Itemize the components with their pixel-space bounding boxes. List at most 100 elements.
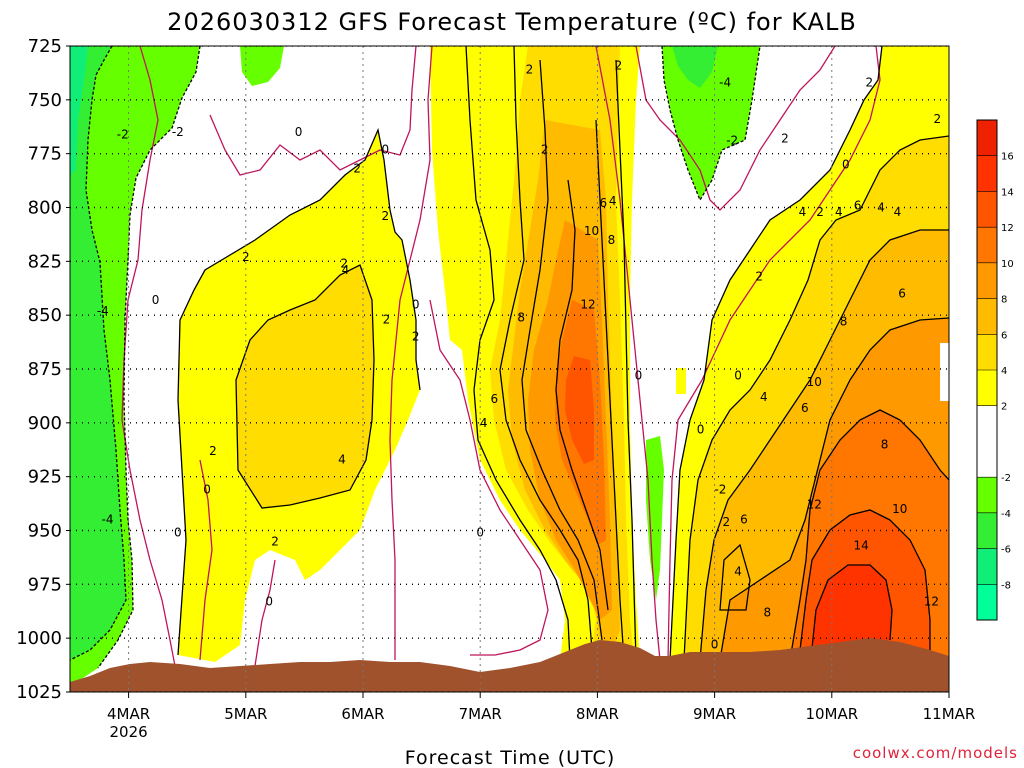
contour-label-25: 6 bbox=[740, 513, 748, 527]
contour-label-42: 4 bbox=[480, 416, 488, 430]
contour-label-37: 0 bbox=[697, 422, 705, 436]
colorbar-bin-3 bbox=[977, 477, 997, 513]
contour-label-15: 6 bbox=[898, 287, 906, 301]
contour-label-43: 0 bbox=[476, 526, 484, 540]
contour-label-45: 2 bbox=[412, 330, 420, 344]
contour-label-40: 2 bbox=[526, 63, 534, 77]
contour-label-1: 14 bbox=[853, 539, 868, 553]
contour-label-54: 4 bbox=[338, 452, 346, 466]
colorbar-bin-2 bbox=[977, 512, 997, 549]
zero-isotherm bbox=[429, 299, 549, 656]
warm-region-late-14 bbox=[812, 565, 892, 648]
x-tick-label-0: 4MAR bbox=[107, 705, 150, 723]
terrain bbox=[70, 638, 949, 692]
contour-label-32: -4 bbox=[719, 76, 731, 90]
y-tick-label-9: 950 bbox=[28, 521, 62, 542]
contour-label-39: 2 bbox=[615, 58, 623, 72]
contour-label-46: 0 bbox=[412, 297, 420, 311]
chart-title: 2026030312 GFS Forecast Temperature (ºC)… bbox=[167, 8, 857, 36]
colorbar-bin-7 bbox=[977, 298, 997, 335]
credit-text: coolwx.com/models bbox=[853, 744, 1018, 762]
cold-spot-late bbox=[940, 343, 949, 401]
isotherm bbox=[719, 543, 751, 611]
warm-spot-late bbox=[676, 368, 686, 394]
contour-lines bbox=[70, 46, 949, 669]
contour-label-57: 0 bbox=[174, 526, 182, 540]
contour-label-26: 4 bbox=[734, 564, 742, 578]
contour-label-35: 0 bbox=[711, 638, 719, 652]
contour-label-19: 4 bbox=[835, 205, 843, 219]
colorbar-label-2: 12 bbox=[1001, 223, 1014, 234]
contour-label-55: 2 bbox=[209, 444, 217, 458]
contour-label-2: 8 bbox=[517, 310, 525, 324]
zero-isotherm bbox=[667, 46, 881, 661]
x-tick-sublabel-0: 2026 bbox=[110, 723, 148, 741]
y-tick-label-3: 800 bbox=[28, 198, 62, 219]
contour-label-29: 2 bbox=[933, 112, 941, 126]
colorbar-label-3: 10 bbox=[1001, 259, 1014, 270]
zero-isotherm bbox=[199, 459, 213, 661]
isotherm bbox=[235, 264, 375, 509]
y-tick-label-7: 900 bbox=[28, 413, 62, 434]
y-tick-label-6: 875 bbox=[28, 359, 62, 380]
contour-label-0: 12 bbox=[580, 297, 595, 311]
contour-label-30: 2 bbox=[865, 76, 873, 90]
contour-label-20: 6 bbox=[854, 198, 862, 212]
x-tick-label-6: 10MAR bbox=[805, 705, 858, 723]
contour-label-12: 8 bbox=[840, 315, 848, 329]
colorbar-label-4: 8 bbox=[1001, 295, 1007, 306]
y-tick-label-8: 925 bbox=[28, 467, 62, 488]
contour-label-28: 2 bbox=[781, 132, 789, 146]
contour-label-33: -2 bbox=[726, 134, 738, 148]
negative-isotherm bbox=[70, 46, 127, 661]
colorbar-bin-1 bbox=[977, 548, 997, 585]
contour-label-18: 4 bbox=[877, 201, 885, 215]
contour-label-34: -2 bbox=[714, 483, 726, 497]
contour-label-31: 0 bbox=[842, 157, 850, 171]
contour-label-27: 2 bbox=[722, 515, 730, 529]
colorbar-label-0: 16 bbox=[1001, 152, 1014, 163]
colorbar-label-5: 6 bbox=[1001, 330, 1007, 341]
contour-label-49: 2 bbox=[381, 209, 389, 223]
isotherm bbox=[789, 409, 949, 661]
isotherm bbox=[499, 46, 593, 651]
isotherm bbox=[595, 119, 625, 661]
contour-label-60: 0 bbox=[152, 293, 160, 307]
contour-label-62: -4 bbox=[102, 513, 114, 527]
x-tick-label-2: 6MAR bbox=[341, 705, 384, 723]
contour-label-6: 10 bbox=[584, 224, 599, 238]
contour-label-64: -2 bbox=[172, 125, 184, 139]
isotherm bbox=[799, 509, 931, 651]
contour-label-9: 12 bbox=[807, 498, 822, 512]
colorbar-bin-10 bbox=[977, 191, 997, 228]
contour-label-41: 2 bbox=[541, 142, 549, 156]
y-tick-label-2: 775 bbox=[28, 144, 62, 165]
colorbar-label-11: -8 bbox=[1001, 580, 1011, 591]
isotherm bbox=[555, 179, 609, 611]
y-tick-label-1: 750 bbox=[28, 90, 62, 111]
colorbar-bin-6 bbox=[977, 334, 997, 370]
contour-label-3: 6 bbox=[490, 392, 498, 406]
contour-label-36: 0 bbox=[734, 368, 742, 382]
contour-label-10: 10 bbox=[892, 502, 907, 516]
zero-isotherm bbox=[209, 46, 417, 176]
zero-isotherm bbox=[389, 46, 433, 660]
colorbar-bin-9 bbox=[977, 227, 997, 263]
x-tick-label-3: 7MAR bbox=[459, 705, 502, 723]
cold-pocket-mid bbox=[646, 436, 664, 600]
x-tick-label-7: 11MAR bbox=[923, 705, 976, 723]
colorbar-label-8: -2 bbox=[1001, 473, 1011, 484]
y-tick-label-12: 1025 bbox=[16, 682, 62, 703]
x-tick-label-1: 5MAR bbox=[224, 705, 267, 723]
contour-label-63: -2 bbox=[117, 127, 129, 141]
y-tick-label-4: 825 bbox=[28, 251, 62, 272]
colorbar-bin-0 bbox=[977, 584, 997, 620]
contour-label-53: 4 bbox=[342, 263, 350, 277]
isotherm bbox=[719, 317, 949, 661]
contour-label-7: 4 bbox=[609, 194, 617, 208]
contour-label-22: 4 bbox=[799, 205, 807, 219]
contour-label-47: 2 bbox=[340, 256, 348, 270]
colorbar-label-10: -6 bbox=[1001, 545, 1011, 556]
